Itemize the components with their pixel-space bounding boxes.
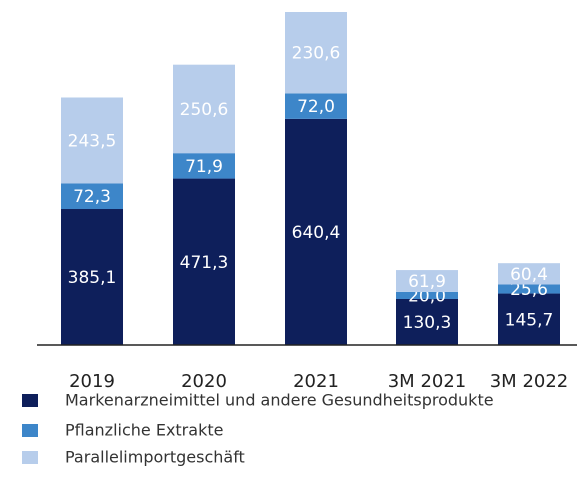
bar-segment	[285, 118, 347, 345]
legend-label: Parallelimportgeschäft	[65, 448, 245, 467]
value-label: 61,9	[408, 272, 446, 292]
bar-segment	[498, 293, 560, 345]
value-label: 385,1	[68, 268, 117, 288]
value-label: 72,3	[73, 187, 111, 207]
value-label: 230,6	[292, 44, 341, 64]
bar-segment	[173, 64, 235, 154]
value-label: 71,9	[185, 157, 223, 177]
value-label: 72,0	[297, 97, 335, 117]
value-label: 640,4	[292, 223, 341, 243]
value-label: 60,4	[510, 265, 548, 285]
bar-segment	[285, 93, 347, 119]
x-tick-label: 2020	[181, 371, 227, 392]
value-label: 145,7	[505, 310, 554, 330]
x-tick-label: 3M 2021	[388, 371, 467, 392]
value-label: 250,6	[180, 100, 229, 120]
bar-segment	[173, 178, 235, 345]
value-label: 471,3	[180, 253, 229, 273]
legend-swatch	[22, 394, 38, 407]
bar-segment	[61, 97, 123, 184]
value-label: 243,5	[68, 131, 117, 151]
legend-swatch	[22, 451, 38, 464]
bar-segment	[173, 153, 235, 179]
bar-segment	[61, 209, 123, 345]
x-tick-label: 2019	[69, 371, 115, 392]
legend-swatch	[22, 424, 38, 437]
bar-segment	[285, 12, 347, 94]
bar-segment	[498, 263, 560, 285]
value-label: 25,6	[510, 280, 548, 300]
bar-segment	[61, 183, 123, 210]
bar-segment	[396, 298, 458, 345]
bar-segment	[498, 284, 560, 294]
bar-segment	[396, 291, 458, 299]
bar-segment	[396, 270, 458, 292]
x-tick-label: 2021	[293, 371, 339, 392]
legend-label: Markenarzneimittel und andere Gesundheit…	[65, 391, 494, 410]
x-tick-label: 3M 2022	[490, 371, 569, 392]
legend-label: Pflanzliche Extrakte	[65, 421, 223, 440]
value-label: 130,3	[403, 313, 452, 333]
